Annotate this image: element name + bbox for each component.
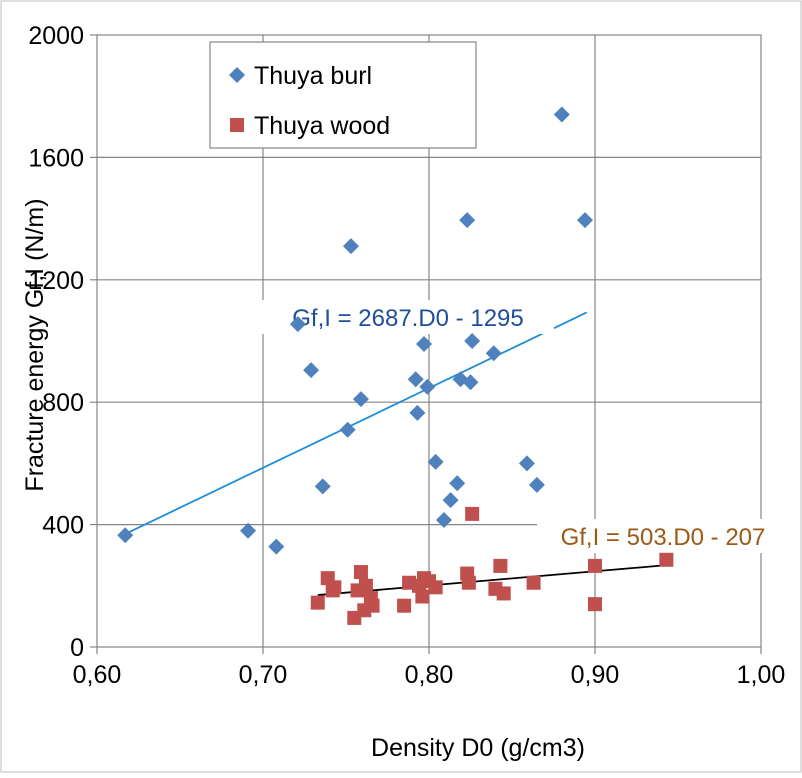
legend: Thuya burl Thuya wood: [209, 41, 477, 149]
thuya-wood-point: [415, 589, 430, 604]
thuya-wood-point: [353, 565, 368, 580]
trendline-equation-label: Gf,I = 503.D0 - 207: [561, 524, 766, 551]
thuya-burl-point: [117, 527, 134, 544]
data-points: [117, 106, 674, 625]
y-tick-label: 400: [42, 512, 84, 540]
trendline-label-bg: [262, 300, 554, 334]
thuya-burl-point: [339, 421, 356, 438]
thuya-wood-point: [461, 575, 476, 590]
thuya-burl-point: [409, 404, 426, 421]
legend-box: [209, 41, 477, 149]
thuya-burl-point: [268, 538, 285, 555]
thuya-burl-point: [240, 522, 257, 539]
axis-ticks: 0,60 0,70 0,80 0,90 1,00 0 400 800 1200 1600 2000: [28, 22, 785, 689]
trendline-1: [124, 311, 588, 535]
thuya-wood-point: [310, 595, 325, 610]
thuya-burl-point: [407, 371, 424, 388]
thuya-wood-point: [526, 575, 541, 590]
thuya-wood-point: [327, 580, 342, 595]
y-tick-label: 800: [42, 389, 84, 417]
legend-marker-diamond-icon: [229, 67, 245, 83]
x-tick-label: 0,80: [405, 661, 454, 689]
thuya-wood-point: [428, 580, 443, 595]
legend-marker-square-icon: [230, 118, 244, 132]
trendline-equation-label: Gf,I = 2687.D0 - 1295: [292, 305, 523, 332]
y-tick-label: 1600: [28, 144, 84, 172]
thuya-burl-point: [528, 476, 545, 493]
thuya-burl-point: [419, 378, 436, 395]
thuya-wood-point: [659, 552, 674, 567]
thuya-burl-point: [289, 316, 306, 333]
legend-label: Thuya wood: [254, 112, 390, 140]
thuya-burl-point: [553, 106, 570, 123]
x-tick-label: 0,70: [239, 661, 288, 689]
y-tick-label: 2000: [28, 22, 84, 50]
thuya-burl-point: [442, 492, 459, 509]
trendlines: Gf,I = 2687.D0 - 1295 Gf,I = 503.D0 - 207: [124, 300, 789, 596]
thuya-burl-point: [342, 238, 359, 255]
thuya-wood-point: [588, 597, 602, 612]
thuya-wood-point: [397, 598, 412, 613]
thuya-burl-point: [449, 475, 466, 492]
thuya-wood-point: [465, 506, 480, 521]
thuya-burl-point: [314, 478, 331, 495]
x-tick-label: 0,90: [571, 661, 620, 689]
thuya-burl-point: [464, 333, 481, 349]
thuya-burl-point: [459, 212, 476, 229]
thuya-burl-point: [303, 362, 320, 379]
y-tick-label: 0: [70, 634, 84, 662]
x-tick-label: 1,00: [737, 661, 786, 689]
trendline-2: [317, 563, 670, 596]
thuya-wood-point: [358, 578, 373, 593]
thuya-burl-point: [485, 345, 502, 362]
y-tick-label: 1200: [28, 267, 84, 295]
thuya-burl-point: [462, 374, 479, 391]
thuya-wood-point: [365, 598, 380, 613]
trendline-label-bg: [537, 519, 789, 553]
thuya-wood-point: [588, 558, 602, 573]
thuya-burl-point: [577, 212, 594, 229]
y-axis-title: Fracture energy Gf,I (N/m): [21, 198, 49, 491]
thuya-burl-point: [518, 455, 535, 472]
thuya-burl-point: [352, 391, 369, 408]
thuya-wood-point: [493, 558, 508, 573]
legend-label: Thuya burl: [254, 62, 372, 90]
x-tick-label: 0,60: [73, 661, 122, 689]
x-axis-title: Density D0 (g/cm3): [371, 734, 585, 762]
thuya-burl-point: [427, 453, 444, 470]
thuya-burl-point: [416, 336, 433, 353]
thuya-burl-point: [435, 512, 452, 529]
thuya-wood-point: [496, 586, 511, 601]
